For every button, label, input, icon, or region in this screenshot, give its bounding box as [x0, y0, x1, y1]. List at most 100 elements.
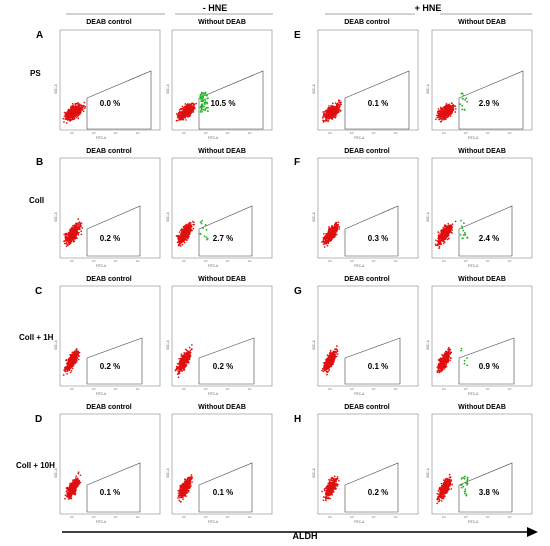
event-dot	[70, 109, 73, 112]
event-dot	[449, 115, 452, 117]
gated-event-dot	[200, 92, 203, 94]
event-dot	[436, 244, 439, 247]
event-dot	[329, 361, 331, 364]
event-dot	[333, 114, 335, 116]
event-dot	[178, 108, 181, 111]
gated-event-dot	[201, 219, 204, 222]
event-dot	[75, 348, 78, 351]
gated-event-dot	[464, 233, 467, 236]
event-dot	[330, 228, 333, 231]
event-dot	[451, 102, 453, 105]
event-dot	[441, 113, 444, 116]
x-tick-label: 10⁵	[508, 259, 512, 263]
event-dot	[327, 359, 330, 362]
event-dot	[69, 236, 72, 238]
event-dot	[68, 118, 71, 121]
event-dot	[187, 110, 190, 113]
event-dot	[191, 102, 193, 104]
event-dot	[188, 355, 190, 358]
x-tick-label: 10²	[442, 259, 446, 263]
event-dot	[62, 117, 65, 120]
event-dot	[191, 348, 193, 351]
event-dot	[184, 226, 187, 228]
event-dot	[326, 373, 328, 376]
event-dot	[79, 108, 82, 111]
event-dot	[332, 354, 335, 357]
event-dot	[333, 223, 336, 226]
event-dot	[186, 351, 188, 354]
gated-event-dot	[461, 92, 464, 95]
event-dot	[449, 110, 452, 112]
event-dot	[440, 117, 443, 120]
x-axis-label: FITC-A	[96, 392, 107, 396]
event-dot	[334, 112, 336, 115]
event-dot	[63, 369, 65, 372]
x-axis-label: FITC-A	[208, 264, 219, 268]
event-dot	[69, 111, 71, 114]
event-dot	[334, 110, 336, 113]
event-dot	[63, 240, 65, 243]
event-dot	[323, 241, 326, 244]
event-dot	[192, 227, 195, 230]
gated-event-dot	[461, 108, 464, 111]
event-dot	[72, 108, 74, 111]
event-dot	[184, 112, 186, 115]
event-dot	[189, 349, 192, 352]
x-tick-label: 10³	[92, 387, 96, 391]
event-dot	[184, 361, 186, 363]
x-tick-label: 10²	[442, 131, 446, 135]
x-axis-label: FITC-A	[354, 264, 365, 268]
event-dot	[180, 107, 182, 110]
gated-event-dot	[207, 106, 209, 109]
event-dot	[336, 227, 339, 230]
event-dot	[63, 233, 66, 236]
event-dot	[325, 358, 328, 361]
event-dot	[67, 243, 70, 245]
x-tick-label: 10³	[204, 259, 208, 263]
x-axis-label: FITC-A	[354, 136, 365, 140]
event-dot	[454, 111, 457, 113]
event-dot	[69, 120, 71, 122]
event-dot	[66, 370, 69, 373]
event-dot	[185, 233, 188, 236]
event-dot	[453, 104, 455, 107]
event-dot	[182, 359, 184, 362]
event-dot	[67, 119, 69, 121]
event-dot	[331, 358, 334, 360]
x-tick-label: 10³	[464, 131, 468, 135]
event-dot	[437, 243, 440, 246]
event-dot	[440, 243, 442, 246]
x-tick-label: 10³	[350, 259, 354, 263]
x-tick-label: 10⁵	[508, 131, 512, 135]
event-dot	[67, 231, 70, 234]
event-dot	[438, 238, 441, 241]
event-dot	[436, 116, 439, 119]
event-dot	[72, 224, 74, 227]
event-dot	[322, 121, 325, 123]
event-dot	[179, 233, 182, 235]
event-dot	[184, 115, 187, 117]
y-axis-label: SSC-A	[312, 83, 316, 94]
event-dot	[178, 357, 180, 360]
gated-event-dot	[199, 233, 202, 235]
event-dot	[65, 112, 68, 115]
gated-event-dot	[203, 101, 206, 104]
event-dot	[78, 103, 80, 105]
event-dot	[323, 246, 326, 248]
event-dot	[71, 234, 74, 236]
event-dot	[328, 363, 331, 366]
event-dot	[74, 353, 77, 356]
gated-event-dot	[459, 233, 462, 236]
event-dot	[66, 363, 69, 366]
event-dot	[189, 107, 192, 109]
gated-event-dot	[202, 227, 204, 230]
event-dot	[181, 236, 184, 239]
gated-event-dot	[462, 234, 465, 237]
event-dot	[72, 363, 75, 365]
y-axis-label: SSC-A	[166, 339, 170, 350]
event-dot	[187, 353, 189, 356]
x-axis-label: FITC-A	[468, 392, 479, 396]
event-dot	[183, 368, 186, 371]
